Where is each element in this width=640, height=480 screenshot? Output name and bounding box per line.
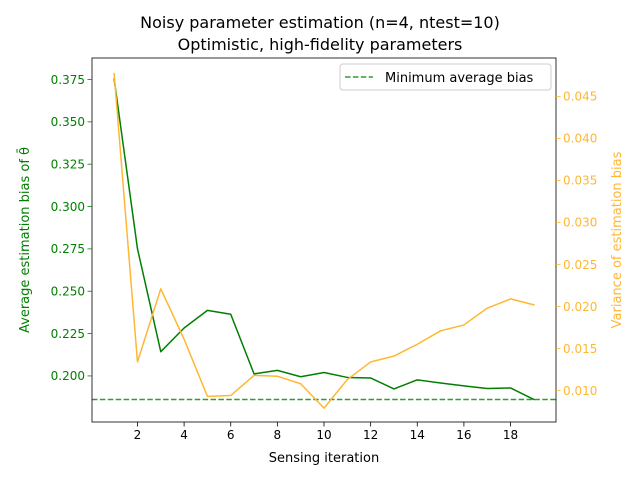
y-left-tick-label: 0.325 bbox=[51, 158, 85, 172]
y-right-tick-label: 0.020 bbox=[563, 300, 597, 314]
y-left-tick-label: 0.250 bbox=[51, 285, 85, 299]
x-tick-label: 2 bbox=[134, 428, 142, 442]
x-tick-label: 6 bbox=[227, 428, 235, 442]
chart-title-line1: Noisy parameter estimation (n=4, ntest=1… bbox=[140, 13, 500, 32]
y-right-tick-label: 0.010 bbox=[563, 384, 597, 398]
y-left-tick-label: 0.225 bbox=[51, 327, 85, 341]
x-tick-label: 4 bbox=[180, 428, 188, 442]
y-axis-left-label: Average estimation bias of θ̄ bbox=[18, 147, 33, 333]
x-tick-label: 12 bbox=[363, 428, 378, 442]
y-left-tick-label: 0.300 bbox=[51, 200, 85, 214]
x-tick-label: 8 bbox=[274, 428, 282, 442]
x-tick-label: 14 bbox=[410, 428, 425, 442]
x-axis-label: Sensing iteration bbox=[269, 451, 379, 466]
y-right-tick-label: 0.030 bbox=[563, 216, 597, 230]
x-tick-label: 18 bbox=[503, 428, 518, 442]
y-right-tick-label: 0.045 bbox=[563, 90, 597, 104]
y-right-tick-label: 0.025 bbox=[563, 258, 597, 272]
y-right-tick-label: 0.035 bbox=[563, 174, 597, 188]
variance-series-line bbox=[113, 72, 535, 409]
axes: 2 4 6 8 10 12 14 16 18 0.200 0.225 0.250 0.275 0.300 0… bbox=[51, 57, 597, 442]
y-left-tick-label: 0.275 bbox=[51, 242, 85, 256]
chart-title-line2: Optimistic, high-fidelity parameters bbox=[178, 35, 463, 54]
y-left-tick-label: 0.375 bbox=[51, 73, 85, 87]
legend-label-minimum-average-bias: Minimum average bias bbox=[385, 71, 534, 86]
y-axis-right-label: Variance of estimation bias bbox=[610, 151, 625, 328]
y-left-tick-label: 0.350 bbox=[51, 115, 85, 129]
average-bias-series-line bbox=[113, 78, 535, 401]
legend-frame bbox=[339, 63, 552, 91]
x-tick-label: 16 bbox=[456, 428, 471, 442]
y-right-tick-label: 0.040 bbox=[563, 132, 597, 146]
y-right-tick-label: 0.015 bbox=[563, 342, 597, 356]
x-tick-label: 10 bbox=[316, 428, 331, 442]
y-left-tick-label: 0.200 bbox=[51, 369, 85, 383]
plot-area bbox=[92, 72, 556, 409]
legend: Minimum average bias bbox=[339, 63, 552, 91]
